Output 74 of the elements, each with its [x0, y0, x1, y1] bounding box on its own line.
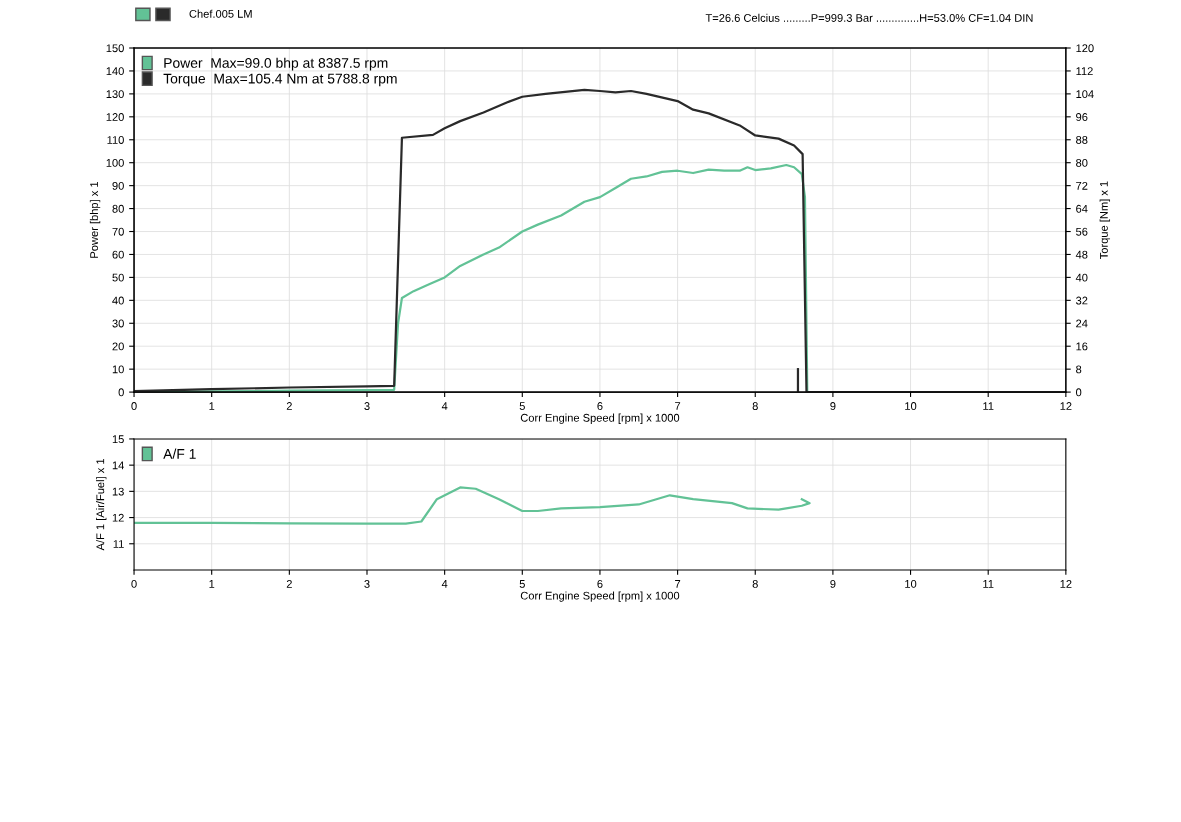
y2-tick-label: 40 — [1075, 273, 1088, 282]
y-axis-title: A/F 1 [Air/Fuel] x 1 — [96, 459, 107, 551]
x-tick-label: 4 — [441, 580, 448, 588]
line-series — [134, 486, 811, 525]
y-tick-label: 40 — [112, 296, 124, 305]
x-tick-label: 0 — [131, 402, 137, 410]
y-tick-label: 15 — [112, 435, 124, 444]
y2-tick-label: 56 — [1076, 227, 1088, 236]
x-tick-label: 9 — [830, 579, 836, 588]
x-tick-label: 8 — [752, 579, 758, 588]
x-tick-label: 9 — [830, 402, 836, 410]
x-tick-label: 10 — [905, 579, 917, 588]
y2-tick-label: 64 — [1076, 204, 1088, 213]
y-tick-label: 120 — [106, 113, 124, 121]
y2-tick-label: 24 — [1076, 319, 1088, 328]
y2-tick-label: 48 — [1075, 250, 1088, 259]
x-tick-label: 0 — [131, 579, 137, 588]
x-tick-label: 3 — [364, 402, 370, 410]
y2-tick-label: 120 — [1076, 44, 1094, 53]
y-tick-label: 30 — [112, 319, 124, 328]
x-tick-label: 7 — [675, 402, 681, 410]
y-tick-label: 13 — [112, 487, 124, 496]
x-tick-label: 6 — [597, 402, 603, 410]
x-tick-label: 3 — [364, 579, 370, 588]
y2-tick-label: 80 — [1076, 158, 1088, 167]
y-tick-label: 10 — [112, 365, 124, 374]
y-tick-label: 80 — [112, 204, 124, 213]
legend-label: Torque Max=105.4 Nm at 5788.8 rpm — [163, 73, 397, 87]
x-tick-label: 11 — [983, 580, 994, 588]
x-axis-title: Corr Engine Speed [rpm] x 1000 — [520, 413, 680, 424]
x-tick-label: 12 — [1060, 579, 1072, 588]
y2-tick-label: 88 — [1076, 136, 1088, 144]
y-tick-label: 110 — [107, 136, 124, 144]
x-tick-label: 8 — [752, 402, 758, 410]
y2-tick-label: 8 — [1076, 365, 1082, 374]
y-tick-label: 12 — [112, 513, 124, 522]
y2-tick-label: 32 — [1076, 296, 1088, 305]
legend-label: Power Max=99.0 bhp at 8387.5 rpm — [164, 57, 388, 71]
x-tick-label: 1 — [209, 580, 215, 588]
y-tick-label: 11 — [113, 540, 124, 548]
x-tick-label: 4 — [441, 402, 448, 410]
y-tick-label: 14 — [112, 461, 124, 470]
x-tick-label: 5 — [519, 402, 525, 410]
y2-axis-title: Torque [Nm] x 1 — [1099, 181, 1111, 260]
y-tick-label: 100 — [106, 158, 124, 167]
y2-tick-label: 0 — [1076, 388, 1082, 397]
x-tick-label: 5 — [519, 580, 525, 588]
y-tick-label: 130 — [106, 90, 124, 99]
y-tick-label: 140 — [106, 67, 124, 76]
y2-tick-label: 104 — [1076, 90, 1094, 99]
y2-tick-label: 96 — [1076, 113, 1088, 121]
y-tick-label: 20 — [112, 342, 124, 351]
y2-tick-label: 16 — [1076, 342, 1088, 351]
y2-tick-label: 72 — [1076, 181, 1088, 190]
x-tick-label: 2 — [286, 402, 292, 410]
y-axis-title: Power [bhp] x 1 — [89, 181, 101, 258]
y-tick-label: 50 — [112, 273, 124, 282]
x-axis-title: Corr Engine Speed [rpm] x 1000 — [520, 591, 680, 602]
y-tick-label: 60 — [112, 250, 124, 259]
text: T=26.6 Celcius .........P=999.3 Bar ..............H=53.0% CF=1.04 DIN — [705, 13, 1033, 22]
y-tick-label: 90 — [112, 181, 124, 190]
x-tick-label: 2 — [286, 579, 292, 588]
x-tick-label: 11 — [983, 402, 994, 410]
legend-label: A/F 1 — [163, 448, 196, 459]
y-tick-label: 70 — [112, 227, 124, 236]
text: Chef.005 LM — [189, 9, 252, 18]
y-tick-label: 0 — [118, 388, 124, 397]
y2-tick-label: 112 — [1076, 67, 1093, 75]
x-tick-label: 7 — [675, 580, 681, 588]
x-tick-label: 6 — [597, 579, 603, 588]
x-tick-label: 1 — [209, 402, 215, 410]
y-tick-label: 150 — [106, 44, 124, 53]
x-tick-label: 12 — [1060, 402, 1072, 410]
x-tick-label: 10 — [905, 402, 917, 410]
